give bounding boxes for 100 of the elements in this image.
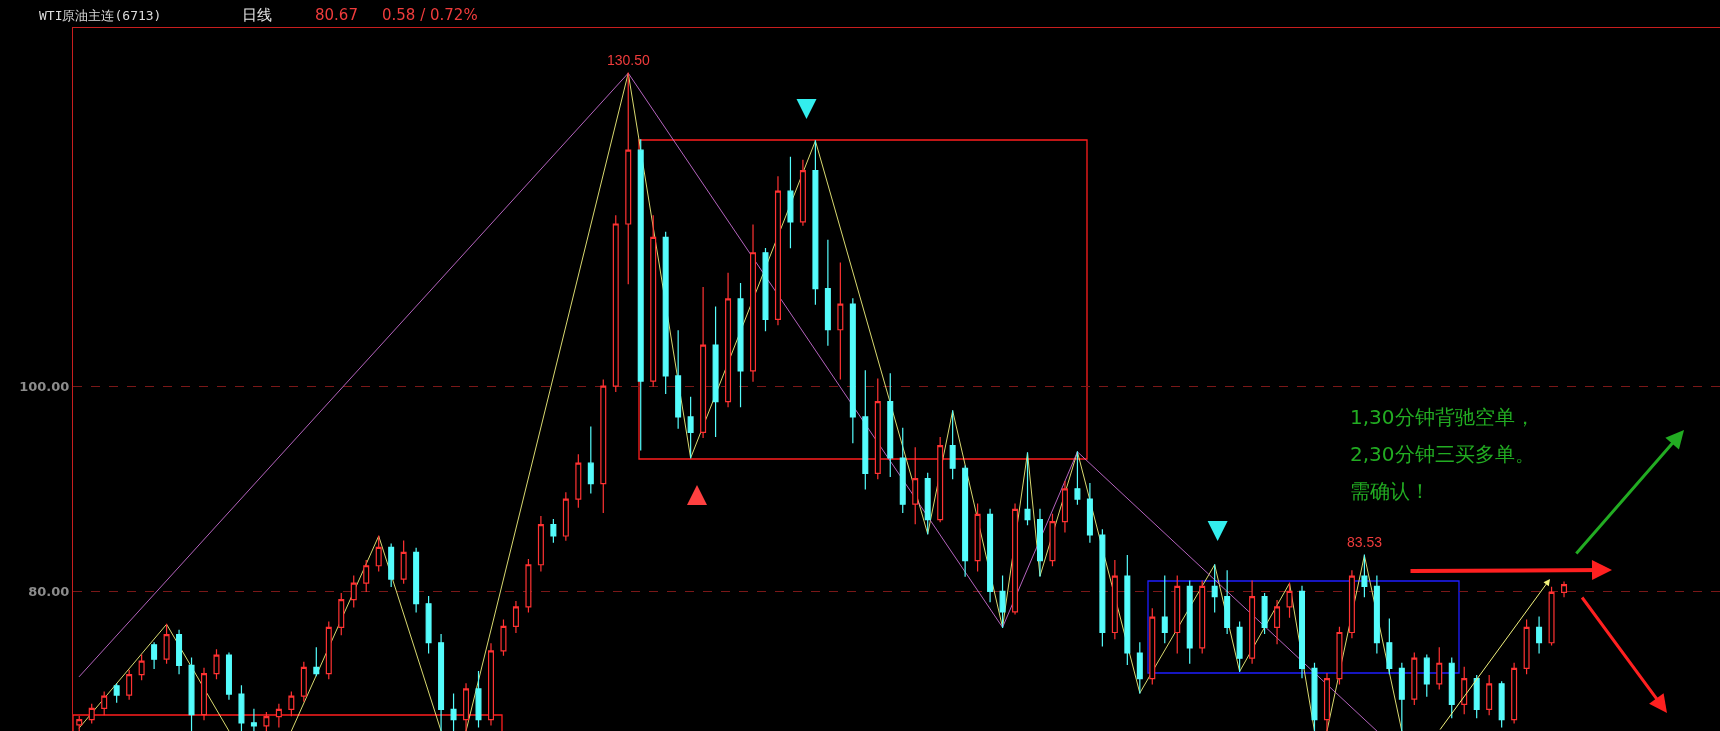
candlestick	[974, 503, 981, 572]
candlestick	[1274, 600, 1281, 645]
candlestick	[350, 575, 357, 608]
candlestick	[1498, 681, 1505, 728]
candlestick	[774, 176, 781, 326]
candlestick	[625, 72, 632, 285]
candlestick	[737, 282, 744, 408]
annotation: 2,30分钟三买多单。	[1350, 442, 1535, 466]
candlestick	[238, 685, 245, 731]
candlestick	[612, 215, 619, 392]
candlestick	[275, 703, 282, 728]
candlestick	[1249, 580, 1256, 664]
candlestick	[1561, 581, 1568, 598]
candlestick	[338, 592, 345, 636]
candlestick	[1361, 554, 1368, 598]
candlestick	[550, 518, 557, 543]
candlestick	[1136, 642, 1143, 694]
candlestick	[1511, 662, 1518, 724]
candlestick	[1086, 483, 1093, 543]
candlestick	[138, 654, 145, 681]
candlestick	[762, 248, 769, 332]
candlestick	[1398, 662, 1405, 731]
candlestick	[874, 378, 881, 480]
candlestick	[1236, 621, 1243, 673]
candlestick	[1411, 652, 1418, 705]
candlestick	[937, 436, 944, 523]
candlestick	[587, 426, 594, 494]
candlestick	[999, 575, 1006, 628]
candlestick	[300, 661, 307, 702]
candlestick	[1373, 575, 1380, 654]
candlestick	[1536, 616, 1543, 654]
candlestick	[1224, 570, 1231, 635]
candlestick	[712, 306, 719, 438]
candlestick	[176, 629, 183, 675]
candlestick	[1299, 585, 1306, 679]
candlestick	[662, 231, 669, 394]
candlestick	[812, 140, 819, 305]
text: 80.67	[315, 6, 358, 24]
candlestick	[225, 652, 232, 700]
candlestick	[675, 330, 682, 429]
annotation: 130.50	[607, 52, 651, 68]
candlestick	[388, 543, 395, 587]
candlestick	[600, 379, 607, 513]
candlestick	[750, 224, 757, 382]
candlestick	[1211, 564, 1218, 613]
candlestick	[201, 667, 208, 721]
candlestick	[438, 633, 445, 731]
candlestick	[151, 642, 158, 669]
candlestick	[126, 669, 133, 700]
candlestick	[1473, 674, 1480, 719]
candlestick	[824, 239, 831, 346]
candlestick	[700, 287, 707, 439]
candlestick	[1386, 618, 1393, 675]
candlestick	[650, 215, 657, 387]
candlestick	[1099, 529, 1106, 647]
candlestick	[1036, 508, 1043, 577]
candlestick	[1461, 666, 1468, 715]
candlestick	[313, 647, 320, 677]
candlestick	[188, 657, 195, 731]
candlestick	[575, 454, 582, 508]
candlestick	[113, 683, 120, 703]
candlestick	[1348, 570, 1355, 639]
candlestick	[413, 547, 420, 613]
candlestick	[1161, 575, 1168, 644]
candlestick	[525, 559, 532, 613]
candlestick	[837, 262, 844, 380]
candlestick	[1448, 657, 1455, 719]
candlestick	[849, 298, 856, 444]
candlestick	[899, 427, 906, 513]
candlestick	[1074, 451, 1081, 505]
candlestick	[1199, 580, 1206, 654]
candlestick	[101, 691, 108, 716]
candlestick	[1336, 626, 1343, 685]
candlestick	[1061, 481, 1068, 533]
candlestick	[725, 272, 732, 408]
candlestick	[475, 670, 482, 728]
candlestick	[1286, 582, 1293, 618]
candlestick	[562, 492, 569, 541]
candlestick	[687, 396, 694, 459]
candlestick	[1012, 503, 1019, 615]
candlestick	[1186, 580, 1193, 664]
annotation: 1,30分钟背驰空单，	[1350, 405, 1535, 429]
candlestick	[1174, 575, 1181, 654]
candlestick	[1436, 647, 1443, 690]
y-tick-label: 80.00	[28, 583, 70, 599]
candlestick	[1049, 513, 1056, 567]
candlestick	[787, 156, 794, 249]
candlestick	[1486, 674, 1493, 716]
y-tick-label: 100.00	[19, 378, 70, 394]
candlestick	[1548, 586, 1555, 646]
candlestick	[250, 708, 257, 731]
candlestick	[924, 472, 931, 535]
candlestick	[88, 703, 95, 724]
candlestick	[637, 139, 644, 451]
candlestick	[1024, 452, 1031, 526]
candlestick	[912, 447, 919, 525]
candlestick	[949, 410, 956, 480]
candlestick	[163, 623, 170, 664]
candlestick	[363, 560, 370, 593]
candlestick	[512, 601, 519, 634]
